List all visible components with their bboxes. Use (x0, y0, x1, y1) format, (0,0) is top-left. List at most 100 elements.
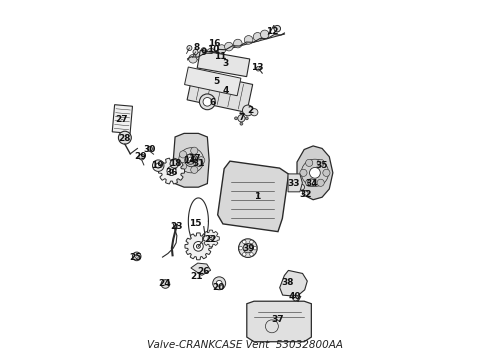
Circle shape (240, 112, 243, 114)
Text: Valve-CRANKCASE Vent  53032800AA: Valve-CRANKCASE Vent 53032800AA (147, 340, 343, 350)
Polygon shape (202, 230, 220, 247)
Polygon shape (297, 146, 333, 200)
Polygon shape (173, 134, 209, 187)
Circle shape (216, 280, 222, 286)
Circle shape (250, 240, 253, 244)
Circle shape (226, 61, 232, 68)
Text: 3: 3 (222, 59, 228, 68)
Circle shape (300, 169, 307, 176)
Circle shape (235, 117, 238, 120)
Circle shape (274, 26, 280, 32)
Text: 9: 9 (200, 48, 207, 57)
Text: 17: 17 (189, 154, 201, 163)
Polygon shape (158, 158, 185, 184)
Text: 12: 12 (266, 27, 278, 36)
Circle shape (243, 105, 253, 116)
Circle shape (135, 255, 139, 258)
Circle shape (203, 98, 212, 106)
Text: 23: 23 (171, 222, 183, 231)
Circle shape (147, 146, 152, 151)
Polygon shape (218, 161, 289, 231)
Circle shape (243, 243, 252, 253)
Text: 22: 22 (205, 235, 217, 244)
Circle shape (179, 163, 187, 170)
Circle shape (323, 169, 330, 176)
Text: 11: 11 (214, 52, 226, 61)
Circle shape (306, 159, 313, 166)
Circle shape (196, 159, 203, 166)
Text: 39: 39 (242, 244, 255, 253)
Circle shape (251, 109, 258, 116)
Circle shape (132, 252, 141, 261)
Circle shape (224, 42, 233, 51)
Circle shape (185, 154, 197, 167)
Polygon shape (247, 301, 311, 342)
Circle shape (201, 48, 206, 53)
Circle shape (234, 39, 242, 48)
Text: 21: 21 (190, 272, 203, 281)
Circle shape (243, 253, 246, 256)
Circle shape (210, 237, 212, 240)
Circle shape (294, 179, 300, 185)
Polygon shape (185, 67, 241, 96)
Polygon shape (280, 270, 307, 296)
Polygon shape (288, 174, 302, 192)
Circle shape (250, 253, 253, 256)
Text: 6: 6 (210, 98, 216, 107)
Polygon shape (187, 72, 253, 113)
Polygon shape (112, 105, 132, 134)
Text: 18: 18 (169, 159, 181, 168)
Text: 4: 4 (222, 86, 228, 95)
Circle shape (214, 59, 220, 66)
Circle shape (218, 45, 226, 53)
Circle shape (299, 184, 304, 190)
Circle shape (194, 242, 203, 251)
Text: 19: 19 (151, 161, 164, 170)
Circle shape (179, 151, 187, 158)
Circle shape (197, 157, 205, 164)
Text: 8: 8 (194, 43, 200, 52)
Text: 36: 36 (165, 168, 178, 177)
Text: 14: 14 (183, 156, 196, 165)
Text: 34: 34 (305, 179, 318, 188)
Text: 20: 20 (212, 283, 224, 292)
Circle shape (239, 239, 257, 257)
Circle shape (306, 179, 313, 186)
Circle shape (202, 57, 209, 64)
Circle shape (187, 45, 192, 50)
Circle shape (260, 30, 269, 39)
Circle shape (119, 131, 131, 144)
Circle shape (193, 49, 198, 54)
Polygon shape (197, 50, 250, 77)
Circle shape (170, 159, 179, 168)
Circle shape (152, 160, 164, 171)
Text: 37: 37 (271, 315, 284, 324)
Text: 15: 15 (189, 219, 201, 228)
Circle shape (199, 94, 215, 110)
Text: 16: 16 (208, 39, 221, 48)
Text: 13: 13 (251, 63, 264, 72)
Circle shape (239, 246, 243, 250)
Text: 32: 32 (300, 190, 312, 199)
Text: 7: 7 (238, 113, 245, 122)
Circle shape (238, 115, 245, 122)
Text: 35: 35 (316, 161, 328, 170)
Circle shape (308, 179, 315, 186)
Text: 10: 10 (207, 45, 219, 54)
Circle shape (188, 157, 193, 161)
Circle shape (293, 295, 298, 301)
Polygon shape (191, 263, 211, 275)
Text: 31: 31 (192, 159, 205, 168)
Text: 25: 25 (129, 253, 142, 262)
Circle shape (253, 32, 262, 41)
Circle shape (240, 122, 243, 125)
Text: 29: 29 (135, 152, 147, 161)
Circle shape (186, 154, 196, 164)
Circle shape (302, 190, 308, 196)
Text: 1: 1 (254, 192, 261, 201)
Circle shape (253, 246, 257, 250)
Circle shape (207, 48, 215, 57)
Text: 26: 26 (197, 267, 210, 276)
Circle shape (213, 277, 225, 290)
Text: 33: 33 (287, 179, 300, 188)
